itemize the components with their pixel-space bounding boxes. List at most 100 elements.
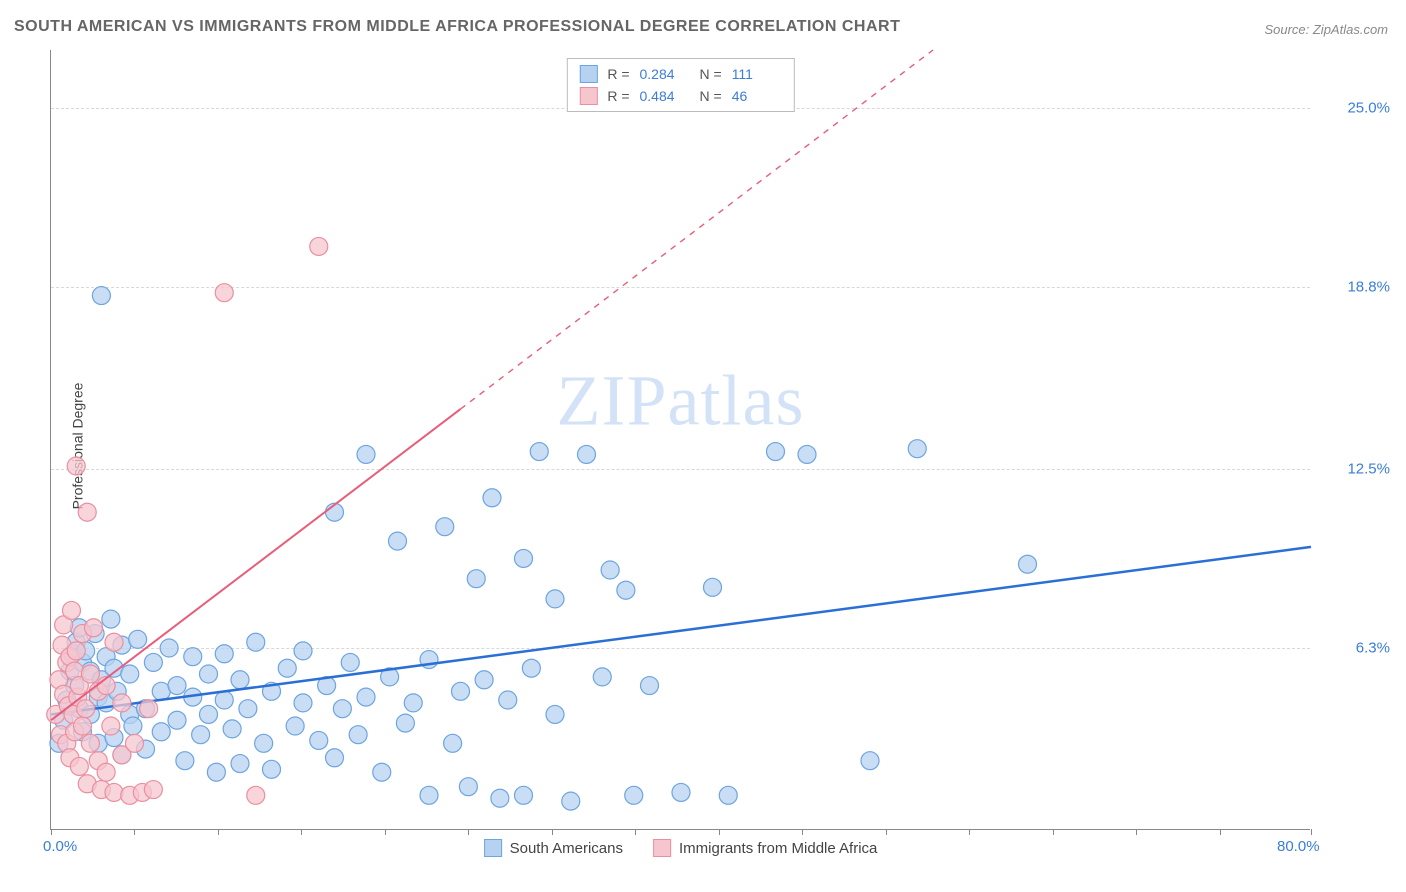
scatter-point: [168, 711, 186, 729]
scatter-point: [491, 789, 509, 807]
scatter-point: [144, 781, 162, 799]
scatter-point: [767, 443, 785, 461]
x-tick: [886, 829, 887, 835]
scatter-point: [152, 723, 170, 741]
trend-line: [51, 547, 1311, 715]
x-tick: [969, 829, 970, 835]
scatter-point: [105, 783, 123, 801]
y-tick-label: 6.3%: [1320, 640, 1390, 657]
scatter-point: [77, 700, 95, 718]
scatter-point: [102, 610, 120, 628]
scatter-point: [625, 786, 643, 804]
x-tick: [802, 829, 803, 835]
legend-correlation-row: R =0.284N =111: [579, 63, 781, 85]
n-value: 111: [732, 66, 782, 82]
scatter-point: [85, 619, 103, 637]
scatter-point: [231, 755, 249, 773]
legend-swatch: [484, 839, 502, 857]
scatter-point: [349, 726, 367, 744]
x-tick: [1311, 829, 1312, 835]
x-tick-label: 80.0%: [1277, 838, 1320, 855]
n-label: N =: [700, 88, 722, 104]
scatter-point: [530, 443, 548, 461]
legend-swatch: [579, 87, 597, 105]
correlation-chart: SOUTH AMERICAN VS IMMIGRANTS FROM MIDDLE…: [0, 0, 1406, 892]
scatter-point: [74, 717, 92, 735]
scatter-point: [92, 287, 110, 305]
scatter-point: [294, 694, 312, 712]
x-tick: [385, 829, 386, 835]
scatter-point: [861, 752, 879, 770]
scatter-point: [798, 445, 816, 463]
scatter-point: [546, 590, 564, 608]
scatter-point: [160, 639, 178, 657]
legend-series-label: South Americans: [510, 840, 623, 857]
scatter-point: [239, 700, 257, 718]
scatter-point: [601, 561, 619, 579]
x-tick: [635, 829, 636, 835]
scatter-point: [192, 726, 210, 744]
r-value: 0.484: [640, 88, 690, 104]
y-tick-label: 18.8%: [1320, 278, 1390, 295]
scatter-point: [140, 700, 158, 718]
scatter-point: [247, 633, 265, 651]
scatter-point: [223, 720, 241, 738]
scatter-point: [483, 489, 501, 507]
scatter-point: [67, 642, 85, 660]
chart-source: Source: ZipAtlas.com: [1264, 22, 1388, 37]
scatter-point: [617, 581, 635, 599]
x-tick: [301, 829, 302, 835]
scatter-point: [78, 503, 96, 521]
scatter-point: [247, 786, 265, 804]
scatter-point: [144, 653, 162, 671]
scatter-plot-svg: [51, 50, 1310, 829]
scatter-point: [176, 752, 194, 770]
scatter-point: [389, 532, 407, 550]
scatter-point: [255, 734, 273, 752]
scatter-point: [522, 659, 540, 677]
scatter-point: [184, 648, 202, 666]
scatter-point: [124, 717, 142, 735]
y-tick-label: 12.5%: [1320, 460, 1390, 477]
x-tick-label: 0.0%: [43, 838, 77, 855]
scatter-point: [404, 694, 422, 712]
scatter-point: [704, 578, 722, 596]
scatter-point: [310, 731, 328, 749]
scatter-point: [294, 642, 312, 660]
scatter-point: [452, 682, 470, 700]
chart-title: SOUTH AMERICAN VS IMMIGRANTS FROM MIDDLE…: [14, 18, 900, 36]
scatter-point: [102, 717, 120, 735]
scatter-point: [1019, 555, 1037, 573]
scatter-point: [231, 671, 249, 689]
scatter-point: [515, 549, 533, 567]
scatter-point: [396, 714, 414, 732]
scatter-point: [499, 691, 517, 709]
scatter-point: [278, 659, 296, 677]
scatter-point: [286, 717, 304, 735]
scatter-point: [475, 671, 493, 689]
scatter-point: [62, 601, 80, 619]
scatter-point: [215, 645, 233, 663]
legend-series-label: Immigrants from Middle Africa: [679, 840, 877, 857]
scatter-point: [436, 518, 454, 536]
scatter-point: [263, 760, 281, 778]
trend-line: [51, 409, 461, 720]
x-tick: [218, 829, 219, 835]
scatter-point: [215, 284, 233, 302]
scatter-point: [81, 734, 99, 752]
scatter-point: [310, 237, 328, 255]
scatter-point: [200, 665, 218, 683]
scatter-point: [562, 792, 580, 810]
x-tick: [51, 829, 52, 835]
scatter-point: [357, 445, 375, 463]
scatter-point: [444, 734, 462, 752]
legend-series-item: Immigrants from Middle Africa: [653, 839, 877, 857]
legend-correlation: R =0.284N =111R =0.484N =46: [566, 58, 794, 112]
scatter-point: [125, 734, 143, 752]
scatter-point: [641, 677, 659, 695]
x-tick: [468, 829, 469, 835]
r-label: R =: [607, 66, 629, 82]
scatter-point: [420, 786, 438, 804]
scatter-point: [113, 694, 131, 712]
scatter-point: [97, 763, 115, 781]
